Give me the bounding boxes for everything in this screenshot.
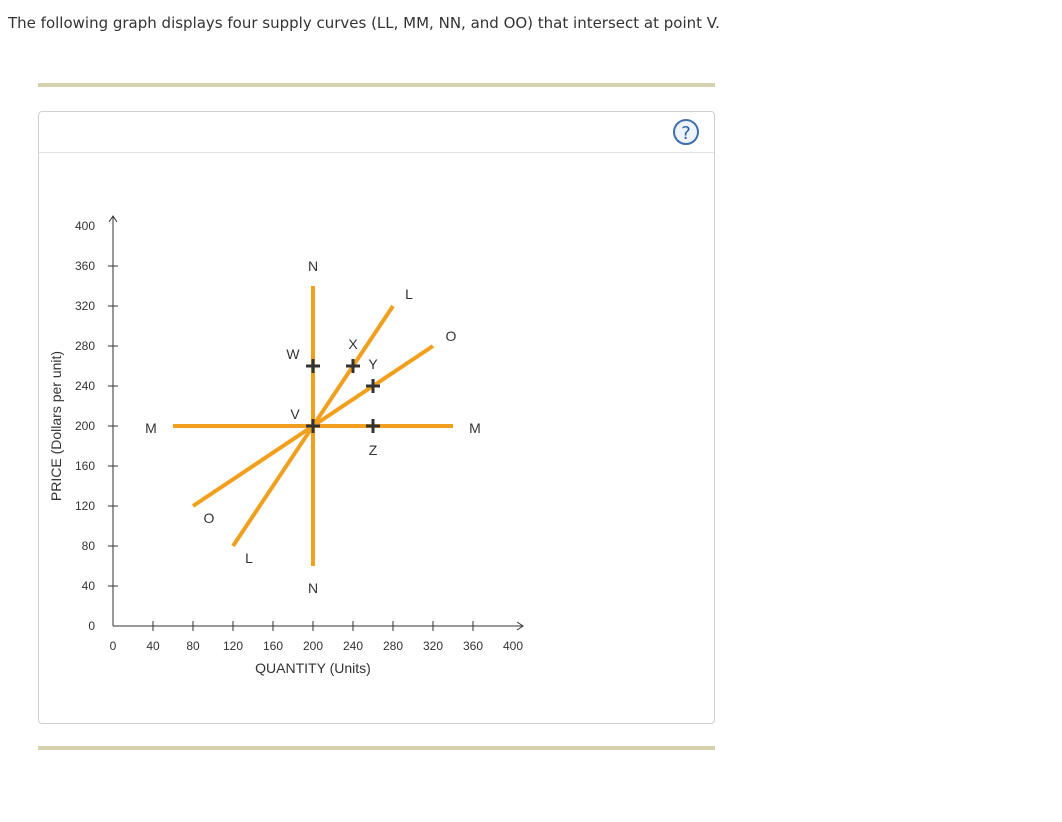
y-axis-title: PRICE (Dollars per unit) [48,351,64,501]
x-tick-label: 120 [223,639,243,653]
curve-label-m: M [145,420,157,436]
point-markers [306,359,380,433]
curve-label-o: O [204,510,215,526]
y-tick-label: 360 [75,259,95,273]
x-tick-label: 80 [186,639,200,653]
x-tick-label: 40 [146,639,160,653]
y-tick-label: 80 [82,539,96,553]
y-tick-label: 400 [75,219,95,233]
y-tick-label: 0 [88,619,95,633]
point-y-marker[interactable] [366,379,380,393]
point-label-z: Z [369,442,378,458]
y-tick-label: 160 [75,459,95,473]
x-tick-label: 200 [303,639,323,653]
bottom-divider [38,746,715,750]
x-tick-label: 160 [263,639,283,653]
point-v-marker[interactable] [306,419,320,433]
point-z-marker[interactable] [366,419,380,433]
top-divider [38,83,715,87]
x-tick-label: 400 [503,639,523,653]
curve-label-l: L [245,550,253,566]
point-label-v: V [290,406,300,422]
curve-labels: L L M M N N O O V W XY Z [145,258,481,596]
y-tick-label: 40 [82,579,96,593]
point-label-x: X [348,336,358,352]
graph-panel: ? [38,111,715,724]
curve-label-l: L [405,286,413,302]
axes: 0 40 80 120 160 200 240 280 320 360 400 0 40 80 120 160… [48,215,524,676]
x-tick-label: 240 [343,639,363,653]
y-tick-label: 280 [75,339,95,353]
x-tick-label: 320 [423,639,443,653]
y-axis-arrow-icon [108,215,118,223]
point-w-marker[interactable] [306,359,320,373]
x-tick-label: 0 [110,639,117,653]
point-label-y: Y [368,356,378,372]
y-tick-label: 240 [75,379,95,393]
question-text: The following graph displays four supply… [8,14,720,32]
x-axis-arrow-icon [516,621,524,631]
x-tick-label: 360 [463,639,483,653]
curve-label-n: N [308,258,318,274]
curve-label-n: N [308,580,318,596]
y-tick-label: 200 [75,419,95,433]
point-x-marker[interactable] [346,359,360,373]
point-label-w: W [286,346,300,362]
panel-header: ? [39,112,714,153]
help-icon[interactable]: ? [673,119,699,145]
y-tick-label: 120 [75,499,95,513]
x-axis-title: QUANTITY (Units) [255,660,371,676]
y-tick-label: 320 [75,299,95,313]
x-tick-label: 280 [383,639,403,653]
curve-label-m: M [469,420,481,436]
curve-label-o: O [446,328,457,344]
